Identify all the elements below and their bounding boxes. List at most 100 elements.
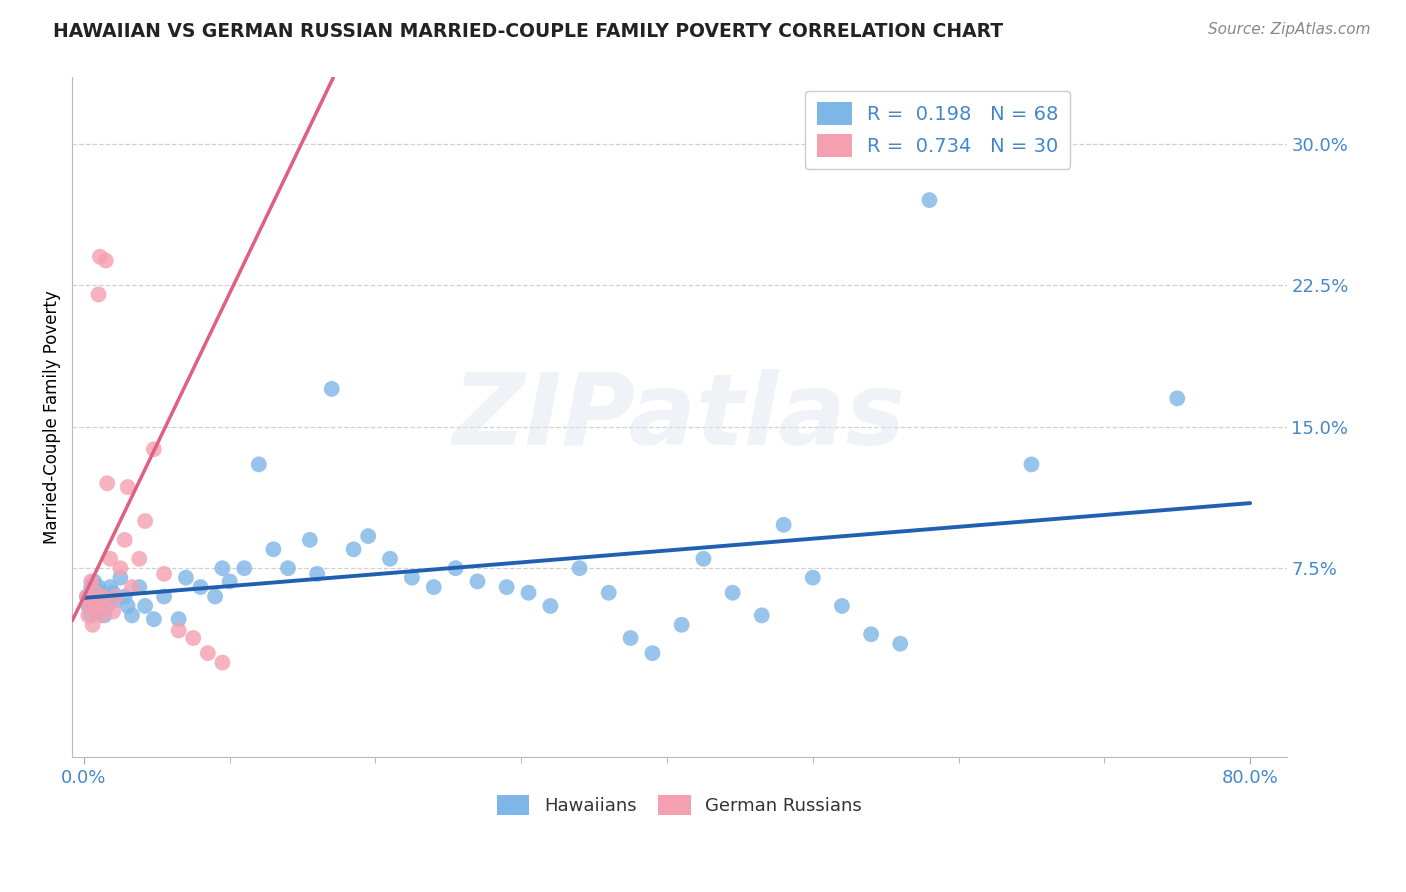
Point (517, 586, 540, 600)
Point (87, 287, 110, 301)
Point (167, 624, 190, 638)
Point (110, 561, 132, 575)
Point (495, 580, 517, 594)
Point (751, 608, 773, 623)
Point (153, 590, 176, 604)
Point (772, 517, 794, 532)
Point (121, 580, 143, 594)
Point (84, 590, 107, 604)
Point (96, 476, 118, 491)
Point (211, 561, 233, 575)
Point (117, 599, 139, 613)
Point (98, 551, 121, 566)
Point (96, 599, 118, 613)
Point (104, 590, 127, 604)
Point (307, 566, 329, 581)
Point (128, 551, 150, 566)
Point (80, 580, 103, 594)
Point (174, 571, 197, 585)
Point (77, 608, 100, 623)
Point (721, 586, 744, 600)
Point (86, 605, 108, 619)
Point (401, 571, 423, 585)
Point (378, 551, 401, 566)
Point (101, 586, 124, 600)
Point (93, 608, 115, 623)
Point (153, 566, 176, 581)
Point (889, 637, 911, 651)
Point (467, 574, 489, 589)
Point (94, 590, 117, 604)
Point (142, 442, 165, 457)
Point (117, 480, 139, 494)
Point (134, 599, 156, 613)
Point (204, 590, 226, 604)
Point (114, 590, 136, 604)
Text: Source: ZipAtlas.com: Source: ZipAtlas.com (1208, 22, 1371, 37)
Point (90, 608, 112, 623)
Point (77, 599, 100, 613)
Point (83, 593, 105, 607)
Point (211, 656, 233, 670)
Point (831, 599, 853, 613)
Point (233, 561, 256, 575)
Point (598, 586, 620, 600)
Point (134, 514, 156, 528)
Point (97, 593, 120, 607)
Legend: Hawaiians, German Russians: Hawaiians, German Russians (489, 788, 869, 822)
Point (104, 593, 127, 607)
Point (98, 580, 121, 594)
Point (114, 533, 136, 547)
Point (91, 590, 114, 604)
Text: HAWAIIAN VS GERMAN RUSSIAN MARRIED-COUPLE FAMILY POVERTY CORRELATION CHART: HAWAIIAN VS GERMAN RUSSIAN MARRIED-COUPL… (53, 22, 1004, 41)
Y-axis label: Married-Couple Family Poverty: Married-Couple Family Poverty (44, 290, 60, 544)
Point (423, 580, 446, 594)
Point (298, 533, 321, 547)
Point (87, 580, 110, 594)
Point (860, 627, 883, 641)
Point (82, 617, 104, 632)
Point (91, 599, 114, 613)
Point (262, 542, 284, 557)
Point (357, 529, 380, 543)
Point (167, 612, 190, 626)
Point (218, 574, 240, 589)
Point (568, 561, 591, 575)
Point (444, 561, 467, 575)
Point (619, 631, 641, 645)
Point (121, 608, 143, 623)
Point (79, 593, 101, 607)
Point (1166, 392, 1188, 406)
Point (93, 599, 115, 613)
Point (128, 580, 150, 594)
Point (90, 586, 112, 600)
Point (538, 599, 561, 613)
Point (83, 574, 105, 589)
Point (142, 612, 165, 626)
Point (342, 542, 364, 557)
Point (89, 250, 111, 264)
Point (79, 599, 101, 613)
Point (82, 586, 104, 600)
Point (671, 617, 693, 632)
Point (277, 561, 299, 575)
Point (76, 590, 98, 604)
Point (83, 599, 105, 613)
Point (86, 599, 108, 613)
Point (1021, 458, 1043, 472)
Point (80, 574, 103, 589)
Point (110, 571, 132, 585)
Point (918, 193, 941, 207)
Point (101, 605, 124, 619)
Point (247, 458, 270, 472)
Point (94, 253, 117, 268)
Point (181, 631, 204, 645)
Point (692, 551, 714, 566)
Point (197, 646, 219, 660)
Text: ZIPatlas: ZIPatlas (453, 368, 905, 466)
Point (801, 571, 824, 585)
Point (321, 382, 343, 396)
Point (84, 586, 107, 600)
Point (89, 593, 111, 607)
Point (80, 608, 103, 623)
